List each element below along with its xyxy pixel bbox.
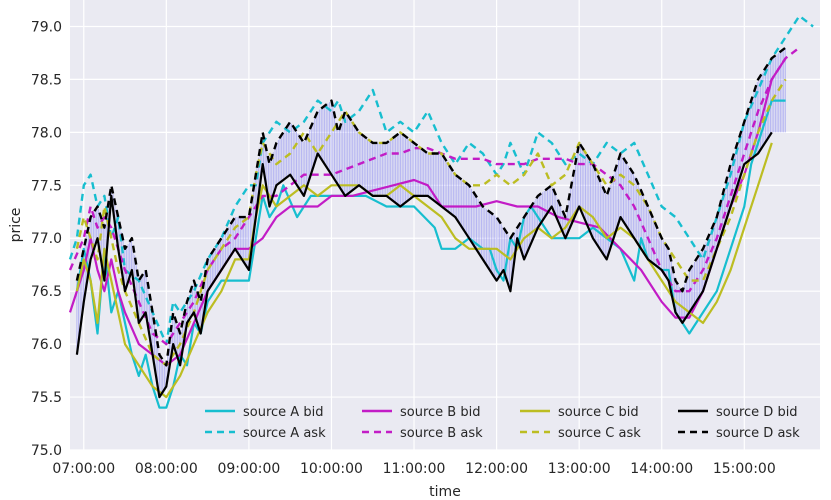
y-tick-label: 78.5 [31,72,62,88]
legend-label: source B bid [400,405,480,420]
y-tick-label: 76.5 [31,284,62,300]
legend-label: source D bid [716,405,798,420]
x-tick-label: 10:00:00 [300,461,363,477]
series-line-c-ask [75,78,787,367]
x-tick-label: 09:00:00 [217,461,280,477]
series-line-d-bid [75,131,773,399]
x-tick-label: 12:00:00 [465,461,528,477]
x-axis-label: time [429,484,461,500]
y-tick-label: 77.5 [31,178,62,194]
legend-label: source A bid [243,405,323,420]
x-tick-label: 14:00:00 [630,461,693,477]
series-line-a-bid [75,99,786,409]
x-tick-label: 11:00:00 [383,461,446,477]
series-line-d-ask [75,46,787,367]
legend-label: source C ask [558,426,641,441]
series-lines [68,14,814,409]
x-tick-label: 07:00:00 [52,461,115,477]
y-tick-label: 76.0 [31,337,62,353]
x-tick-label: 15:00:00 [713,461,776,477]
legend-label: source A ask [243,426,326,441]
tick-labels: 07:00:00 08:00:00 09:00:00 10:00:00 11:00:00… [31,19,776,477]
y-tick-label: 78.0 [31,125,62,141]
y-tick-label: 79.0 [31,19,62,35]
plot-background [70,0,820,450]
legend-label: source B ask [400,426,483,441]
series-line-b-bid [68,57,787,367]
legend-label: source C bid [558,405,639,420]
y-axis-label: price [8,208,24,243]
y-tick-label: 75.5 [31,390,62,406]
series-line-a-ask [68,14,814,346]
legend-label: source D ask [716,426,800,441]
y-tick-label: 75.0 [31,443,62,459]
x-tick-label: 13:00:00 [548,461,611,477]
legend: source A bid source A ask source B bid sour… [205,405,800,441]
x-tick-label: 08:00:00 [135,461,198,477]
y-tick-label: 77.0 [31,231,62,247]
